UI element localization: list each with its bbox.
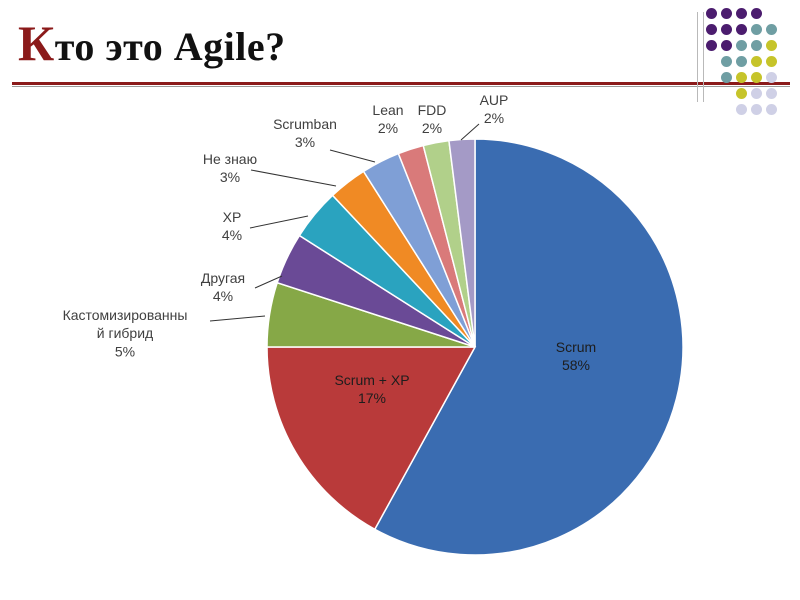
decor-dot [751, 24, 762, 35]
slice-label: Lean 2% [372, 102, 403, 136]
leader-line [329, 149, 376, 163]
slide-title-rest: то это Agile? [54, 24, 286, 69]
decor-dot [721, 40, 732, 51]
decor-dot [751, 40, 762, 51]
pie-slices [266, 138, 684, 556]
decor-dot [736, 40, 747, 51]
decor-dot [736, 8, 747, 19]
slide-title: Кто это Agile? [18, 14, 286, 72]
title-underline-thin [12, 86, 790, 87]
slice-labels: Scrum 58% Scrum + XP 17% Кастомизированны й г… [63, 92, 597, 406]
slice-label: Не знаю 3% [203, 151, 257, 185]
decor-dot [751, 56, 762, 67]
leader-line [249, 215, 309, 229]
decor-dot [766, 40, 777, 51]
slice-label: AUP 2% [480, 92, 509, 126]
leader-line [209, 315, 266, 322]
decor-dot [721, 56, 732, 67]
decor-dot [736, 72, 747, 83]
decor-dot-grid [706, 8, 786, 132]
decor-dot [751, 8, 762, 19]
decor-dot [706, 40, 717, 51]
decor-dot [766, 88, 777, 99]
decor-vertical-line [703, 12, 704, 102]
decor-dot [766, 104, 777, 115]
slice-label: Scrum 58% [556, 339, 596, 373]
slice-label: Кастомизированны й гибрид 5% [63, 307, 188, 359]
decor-dot [721, 8, 732, 19]
slice-label: Scrum + XP 17% [334, 372, 409, 406]
title-underline [12, 82, 790, 85]
decor-vertical-line [697, 12, 698, 102]
slide-title-first-letter: К [18, 15, 55, 71]
leader-lines [209, 123, 480, 322]
decor-dot [751, 88, 762, 99]
decor-dot [751, 104, 762, 115]
decor-dot [736, 104, 747, 115]
slice-label: Scrumban 3% [273, 116, 337, 150]
decor-dot [766, 56, 777, 67]
leader-line [254, 275, 283, 289]
decor-dot [736, 88, 747, 99]
decor-dot [736, 24, 747, 35]
pie-slice [373, 138, 684, 556]
pie-slice [266, 346, 477, 531]
slice-label: XP 4% [222, 209, 242, 243]
decor-dot [766, 72, 777, 83]
decor-dot [706, 24, 717, 35]
decor-dot [766, 24, 777, 35]
decor-dot [751, 72, 762, 83]
slice-label: Другая 4% [201, 270, 245, 304]
decor-dot [736, 56, 747, 67]
decor-dot [721, 24, 732, 35]
decor-dot [721, 72, 732, 83]
decor-dot [706, 8, 717, 19]
leader-line [460, 123, 480, 141]
slice-label: FDD 2% [418, 102, 447, 136]
leader-line [250, 169, 337, 187]
